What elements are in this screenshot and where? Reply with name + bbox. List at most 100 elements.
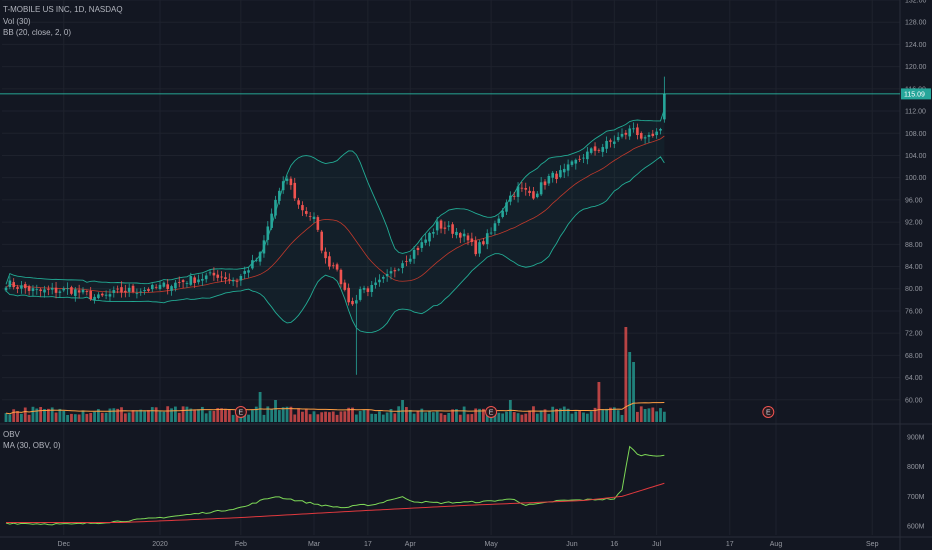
volume-bar [181, 406, 185, 422]
candle-body [401, 263, 404, 268]
volume-bar [339, 411, 343, 422]
candle-body [220, 276, 223, 278]
volume-bar [389, 409, 393, 422]
candle-body [412, 249, 416, 259]
x-tick-label: 2020 [152, 541, 168, 548]
volume-bar [127, 412, 131, 422]
x-tick-label: Feb [235, 541, 247, 548]
y-tick-label: 60.00 [905, 397, 923, 404]
candle-body [555, 173, 558, 180]
candle-body [505, 202, 508, 212]
candle-body [70, 287, 73, 294]
candle-body [551, 172, 554, 178]
candle-body [405, 261, 408, 262]
y-tick-label: 112.00 [905, 109, 926, 116]
volume-bar [328, 412, 331, 422]
x-tick-label: Dec [58, 541, 71, 548]
volume-bar [605, 408, 608, 422]
candle-body [339, 269, 343, 285]
volume-bar [89, 413, 93, 422]
x-tick-label: 16 [610, 541, 618, 548]
volume-bar [520, 414, 524, 422]
candle-body [23, 284, 27, 289]
candle-body [358, 289, 362, 300]
volume-bar [474, 408, 478, 422]
volume-bar [655, 411, 659, 422]
candle-body [139, 291, 143, 293]
candle-body [489, 232, 493, 234]
volume-bar [393, 413, 397, 422]
volume-bar [266, 406, 270, 422]
candle-body [485, 233, 489, 245]
volume-bar [412, 413, 416, 422]
x-tick-label: Jun [566, 541, 577, 548]
candle-body [120, 287, 123, 293]
x-tick-label: Sep [866, 541, 879, 548]
y-tick-label: 68.00 [905, 353, 923, 360]
volume-bar [147, 410, 150, 422]
candle-body [408, 258, 412, 262]
candle-body [385, 274, 389, 277]
candle-body [632, 128, 635, 130]
candle-body [27, 286, 31, 291]
bollinger-bands [5, 109, 665, 334]
volume-bar [131, 410, 135, 422]
candle-body [620, 133, 624, 137]
candle-body [143, 290, 146, 292]
candle-body [586, 151, 589, 160]
volume-bar [566, 408, 570, 422]
candle-body [43, 289, 46, 293]
candle-body [108, 294, 112, 297]
candle-body [20, 285, 23, 289]
candle-body [539, 182, 543, 195]
legend-bollinger: BB (20, close, 2, 0) [3, 28, 72, 37]
candle-body [639, 132, 643, 139]
volume-bar [70, 413, 73, 422]
volume-bar [482, 408, 485, 422]
volume-bar [559, 408, 562, 422]
obv-tick-label: 700M [907, 494, 925, 501]
volume-bar [281, 407, 285, 422]
candle-body [613, 141, 616, 144]
candle-body [89, 290, 92, 300]
candle-body [628, 128, 631, 137]
candle-body [447, 225, 451, 227]
volume-bar [528, 410, 531, 422]
volume-bar [351, 407, 354, 422]
volume-bar [378, 411, 381, 422]
y-tick-label: 96.00 [905, 197, 923, 204]
volume-bar [651, 407, 655, 422]
y-tick-label: 108.00 [905, 131, 927, 138]
candle-body [382, 276, 385, 279]
volume-bar [362, 409, 366, 422]
volume-bar [347, 407, 351, 422]
volume-bar [636, 411, 639, 422]
volume-bar [220, 408, 223, 422]
candle-body [428, 232, 431, 242]
candles [4, 76, 666, 375]
x-tick-label: May [484, 541, 498, 548]
candle-body [316, 217, 320, 230]
candle-body [47, 288, 50, 290]
volume-bar [54, 412, 58, 422]
candle-body [31, 288, 35, 292]
volume-bar [224, 408, 227, 422]
candle-body [224, 277, 227, 279]
volume-bar [4, 413, 8, 422]
candle-body [293, 182, 297, 199]
volume-bar [370, 413, 374, 422]
volume-bar [289, 406, 293, 422]
volume-bar [659, 408, 662, 422]
volume-bar [20, 413, 23, 422]
candle-body [509, 195, 512, 202]
candle-body [547, 176, 551, 184]
candle-body [335, 264, 339, 270]
candle-body [466, 235, 470, 241]
volume-bar [516, 413, 520, 422]
bollinger-upper [5, 109, 665, 285]
candle-body [343, 282, 347, 290]
volume-bar [632, 362, 635, 422]
candle-body [347, 287, 350, 303]
candle-body [154, 286, 158, 288]
